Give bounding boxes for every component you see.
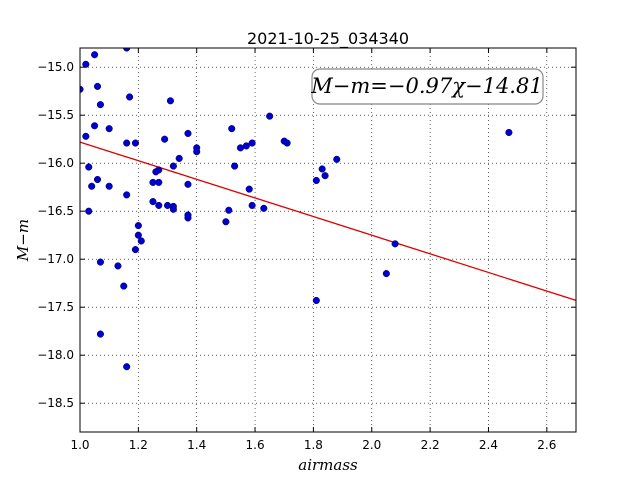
data-point (91, 51, 99, 59)
data-point (382, 270, 390, 278)
x-tick-label: 2.6 (537, 438, 556, 452)
data-point (248, 201, 256, 209)
data-point (155, 201, 163, 209)
y-tick-label: −15.0 (37, 60, 74, 74)
data-point (82, 132, 90, 140)
y-tick-label: −18.0 (37, 348, 74, 362)
x-tick-label: 1.8 (304, 438, 323, 452)
data-point (149, 198, 157, 206)
plot-area-frame (79, 47, 577, 433)
data-point (222, 218, 230, 226)
data-point (283, 139, 291, 147)
data-point (505, 128, 513, 137)
data-point (312, 176, 320, 185)
data-point (114, 262, 122, 270)
data-point (161, 135, 169, 143)
data-point (88, 182, 96, 190)
data-point (242, 142, 250, 150)
data-point (228, 125, 236, 133)
data-point (169, 162, 177, 170)
data-point (312, 296, 320, 305)
data-point (391, 240, 399, 248)
data-point (82, 60, 90, 68)
data-points (80, 48, 513, 371)
data-point (85, 163, 93, 171)
data-point (231, 162, 239, 170)
x-tick-labels: 1.0 1.2 1.4 1.6 1.8 2.0 2.2 2.4 2.6 (70, 438, 556, 452)
x-tick-label: 2.4 (479, 438, 498, 452)
y-tick-label: −15.5 (37, 108, 74, 122)
y-axis-label: M−m (14, 219, 32, 262)
y-tick-label: −16.0 (37, 156, 74, 170)
data-point (318, 165, 326, 173)
data-point (155, 166, 163, 174)
data-point (134, 231, 142, 239)
data-point (80, 85, 84, 93)
data-point (123, 363, 131, 371)
data-point (85, 207, 93, 215)
data-point (120, 282, 128, 290)
data-point (105, 182, 113, 190)
data-point (163, 201, 172, 209)
data-point (131, 246, 139, 254)
x-tick-label: 1.4 (187, 438, 206, 452)
data-point (126, 93, 134, 101)
y-tick-labels: −15.0 −15.5 −16.0 −16.5 −17.0 −17.5 −18.0 −18.5 (37, 60, 74, 410)
data-point (123, 191, 131, 199)
data-point (93, 175, 102, 184)
data-point (260, 204, 268, 212)
axis-ticks (79, 48, 576, 432)
data-point (96, 330, 104, 338)
y-tick-label: −17.0 (37, 252, 74, 266)
x-axis-label: airmass (298, 456, 358, 474)
y-tick-label: −16.5 (37, 204, 74, 218)
fit-equation: M−m=−0.97χ−14.81 (310, 74, 542, 98)
x-tick-label: 1.6 (246, 438, 265, 452)
x-tick-label: 1.2 (129, 438, 148, 452)
data-point (333, 155, 341, 163)
fit-equation-box: M−m=−0.97χ−14.81 (310, 68, 544, 105)
x-tick-label: 2.2 (421, 438, 440, 452)
data-point (96, 101, 104, 109)
x-tick-label: 2.0 (362, 438, 381, 452)
data-point (184, 211, 192, 219)
fit-line (79, 141, 577, 302)
data-point (175, 154, 183, 162)
data-point (91, 122, 99, 130)
data-point (105, 125, 113, 133)
y-tick-label: −17.5 (37, 300, 74, 314)
data-point (166, 97, 174, 105)
data-point (137, 237, 145, 245)
chart-title: 2021-10-25_034340 (247, 29, 409, 49)
data-point (93, 82, 102, 90)
data-point (266, 112, 274, 120)
data-point (155, 178, 163, 186)
y-tick-label: −18.5 (37, 396, 74, 410)
fit-line-group (79, 141, 577, 302)
data-point (225, 206, 233, 214)
data-point (96, 258, 104, 266)
data-point (184, 180, 192, 188)
data-point (193, 148, 201, 156)
data-point (123, 139, 131, 147)
data-point (321, 172, 329, 180)
x-tick-label: 1.0 (70, 438, 89, 452)
data-point (248, 139, 256, 147)
data-point (134, 222, 142, 230)
data-point (169, 205, 177, 213)
data-point (184, 129, 192, 137)
data-point (131, 139, 139, 147)
data-point (245, 185, 253, 193)
grid-lines (79, 48, 576, 432)
